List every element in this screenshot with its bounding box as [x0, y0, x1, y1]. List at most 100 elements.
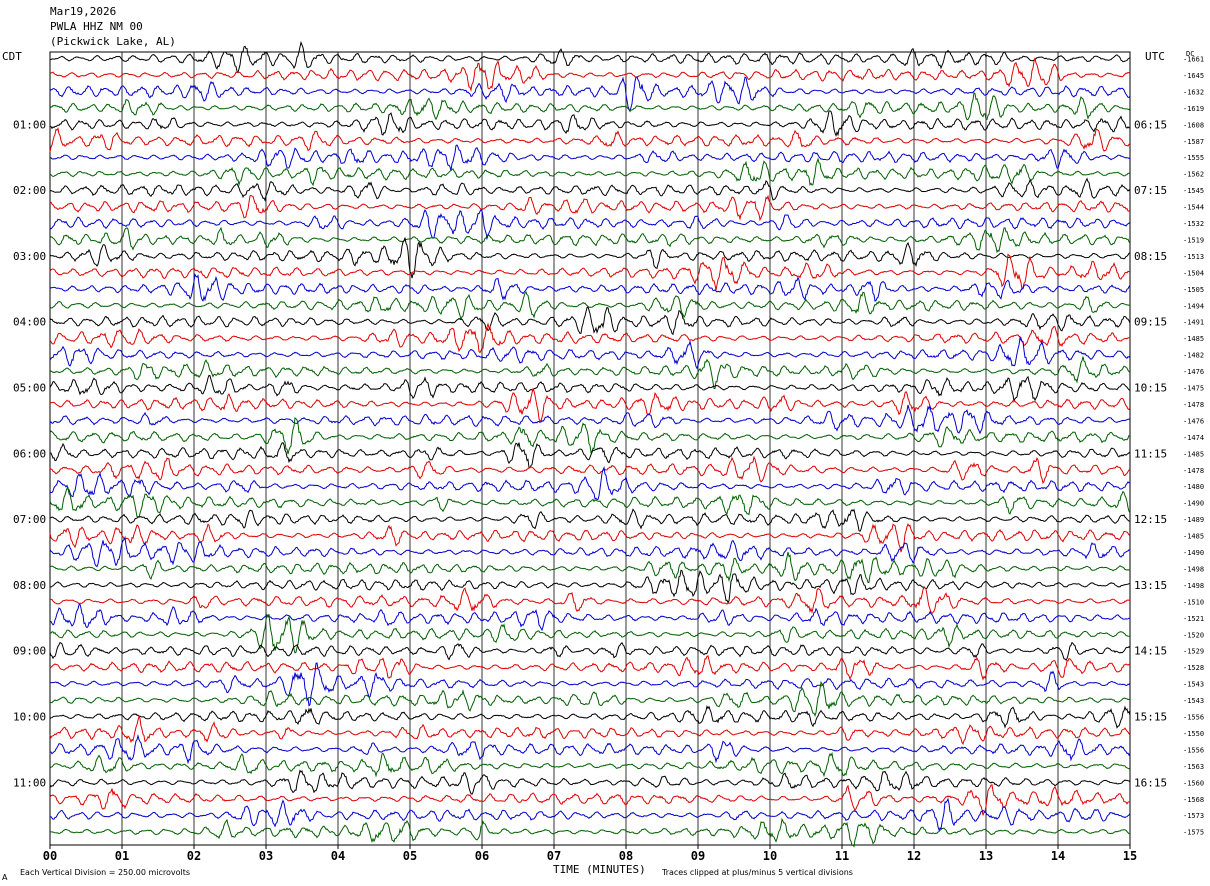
- left-hour-label: 08:00: [13, 579, 46, 592]
- x-tick-label: 10: [763, 849, 777, 863]
- right-hour-label: 09:15: [1134, 316, 1167, 329]
- dc-offset-label: -1485: [1183, 533, 1204, 541]
- trace-27: [49, 486, 1131, 518]
- trace-9: [49, 194, 1131, 222]
- scale-note: Each Vertical Division = 250.00 microvol…: [20, 868, 190, 877]
- dc-offset-label: -1563: [1183, 763, 1204, 771]
- x-tick-label: 13: [979, 849, 993, 863]
- dc-offset-label: -1475: [1183, 385, 1204, 393]
- x-tick-label: 11: [835, 849, 849, 863]
- dc-offset-label: -1556: [1183, 714, 1204, 722]
- trace-10: [49, 208, 1131, 241]
- x-tick-label: 12: [907, 849, 921, 863]
- trace-26: [49, 466, 1131, 501]
- dc-offset-label: -1521: [1183, 615, 1204, 623]
- dc-offset-label: -1555: [1183, 154, 1204, 162]
- trace-44: [49, 769, 1131, 795]
- dc-offset-label: -1562: [1183, 171, 1204, 179]
- trace-1: [49, 57, 1131, 92]
- dc-offset-label: -1550: [1183, 730, 1204, 738]
- header-location: (Pickwick Lake, AL): [50, 35, 176, 48]
- trace-5: [49, 127, 1131, 153]
- trace-4: [49, 110, 1131, 137]
- trace-15: [49, 291, 1130, 321]
- trace-14: [49, 272, 1131, 302]
- trace-0: [49, 40, 1131, 74]
- trace-47: [49, 817, 1130, 848]
- dc-offset-label: -1485: [1183, 450, 1204, 458]
- dc-offset-label: -1498: [1183, 565, 1204, 573]
- dc-offset-label: -1476: [1183, 368, 1204, 376]
- trace-38: [50, 662, 1131, 707]
- trace-13: [49, 253, 1131, 291]
- dc-offset-label: -1489: [1183, 516, 1204, 524]
- dc-offset-label: -1645: [1183, 72, 1204, 80]
- left-hour-label: 07:00: [13, 513, 46, 526]
- right-hour-label: 16:15: [1134, 776, 1167, 789]
- left-hour-label: 10:00: [13, 711, 46, 724]
- header-station: PWLA HHZ NM 00: [50, 20, 143, 33]
- left-hour-label: 01:00: [13, 118, 46, 131]
- trace-25: [49, 455, 1131, 485]
- x-tick-label: 00: [43, 849, 57, 863]
- trace-28: [49, 508, 1131, 533]
- trace-24: [49, 441, 1131, 469]
- dc-offset-label: -1544: [1183, 204, 1204, 212]
- right-hour-label: 13:15: [1134, 579, 1167, 592]
- plot-frame: [49, 51, 1131, 846]
- trace-12: [49, 237, 1131, 279]
- right-hour-label: 10:15: [1134, 382, 1167, 395]
- trace-37: [49, 655, 1131, 681]
- dc-offset-label: -1560: [1183, 779, 1204, 787]
- dc-offset-label: -1482: [1183, 352, 1204, 360]
- dc-offset-label: -1529: [1183, 648, 1204, 656]
- dc-offset-label: -1478: [1183, 401, 1204, 409]
- x-axis-title: TIME (MINUTES): [553, 863, 646, 876]
- trace-36: [49, 641, 1131, 661]
- trace-43: [49, 751, 1131, 778]
- trace-16: [49, 306, 1131, 336]
- trace-23: [49, 417, 1131, 455]
- left-timezone-label: CDT: [2, 50, 22, 63]
- right-hour-label: 06:15: [1134, 118, 1167, 131]
- dc-offset-label: -1608: [1183, 121, 1204, 129]
- right-hour-label: 07:15: [1134, 184, 1167, 197]
- dc-offset-label: -1504: [1183, 269, 1204, 277]
- left-hour-label: 04:00: [13, 316, 46, 329]
- x-tick-label: 07: [547, 849, 561, 863]
- trace-19: [49, 356, 1131, 390]
- dc-offset-label: -1490: [1183, 500, 1204, 508]
- x-tick-label: 04: [331, 849, 345, 863]
- dc-offset-label: -1543: [1183, 681, 1204, 689]
- dc-offset-label: -1556: [1183, 746, 1204, 754]
- right-timezone-label: UTC: [1145, 50, 1165, 63]
- dc-offset-label: -1545: [1183, 187, 1204, 195]
- left-hour-label: 06:00: [13, 447, 46, 460]
- dc-offset-label: -1476: [1183, 417, 1204, 425]
- dc-header-label: DC: [1186, 50, 1194, 58]
- corner-mark: A: [2, 873, 8, 882]
- left-hour-label: 03:00: [13, 250, 46, 263]
- dc-offset-label: -1543: [1183, 697, 1204, 705]
- x-tick-label: 15: [1123, 849, 1137, 863]
- trace-31: [49, 551, 1131, 584]
- trace-45: [49, 784, 1131, 816]
- trace-46: [49, 797, 1131, 832]
- trace-30: [49, 535, 1131, 568]
- dc-offset-label: -1480: [1183, 483, 1204, 491]
- x-tick-label: 08: [619, 849, 633, 863]
- right-hour-labels: 06:15 07:15 08:15 09:15 10:15 11:15 12:15 13:15…: [1134, 118, 1167, 789]
- dc-offset-label: -1485: [1183, 335, 1204, 343]
- dc-offset-label: -1474: [1183, 434, 1204, 442]
- header-date: Mar19,2026: [50, 5, 117, 18]
- trace-2: [49, 76, 1131, 113]
- right-hour-label: 12:15: [1134, 513, 1167, 526]
- left-hour-label: 09:00: [13, 645, 46, 658]
- clip-note: Traces clipped at plus/minus 5 vertical …: [661, 868, 853, 877]
- dc-offset-label: -1494: [1183, 302, 1204, 310]
- dc-offset-label: -1575: [1183, 829, 1204, 837]
- dc-offset-label: -1661: [1183, 56, 1204, 64]
- left-hour-label: 11:00: [13, 776, 46, 789]
- trace-41: [49, 715, 1131, 746]
